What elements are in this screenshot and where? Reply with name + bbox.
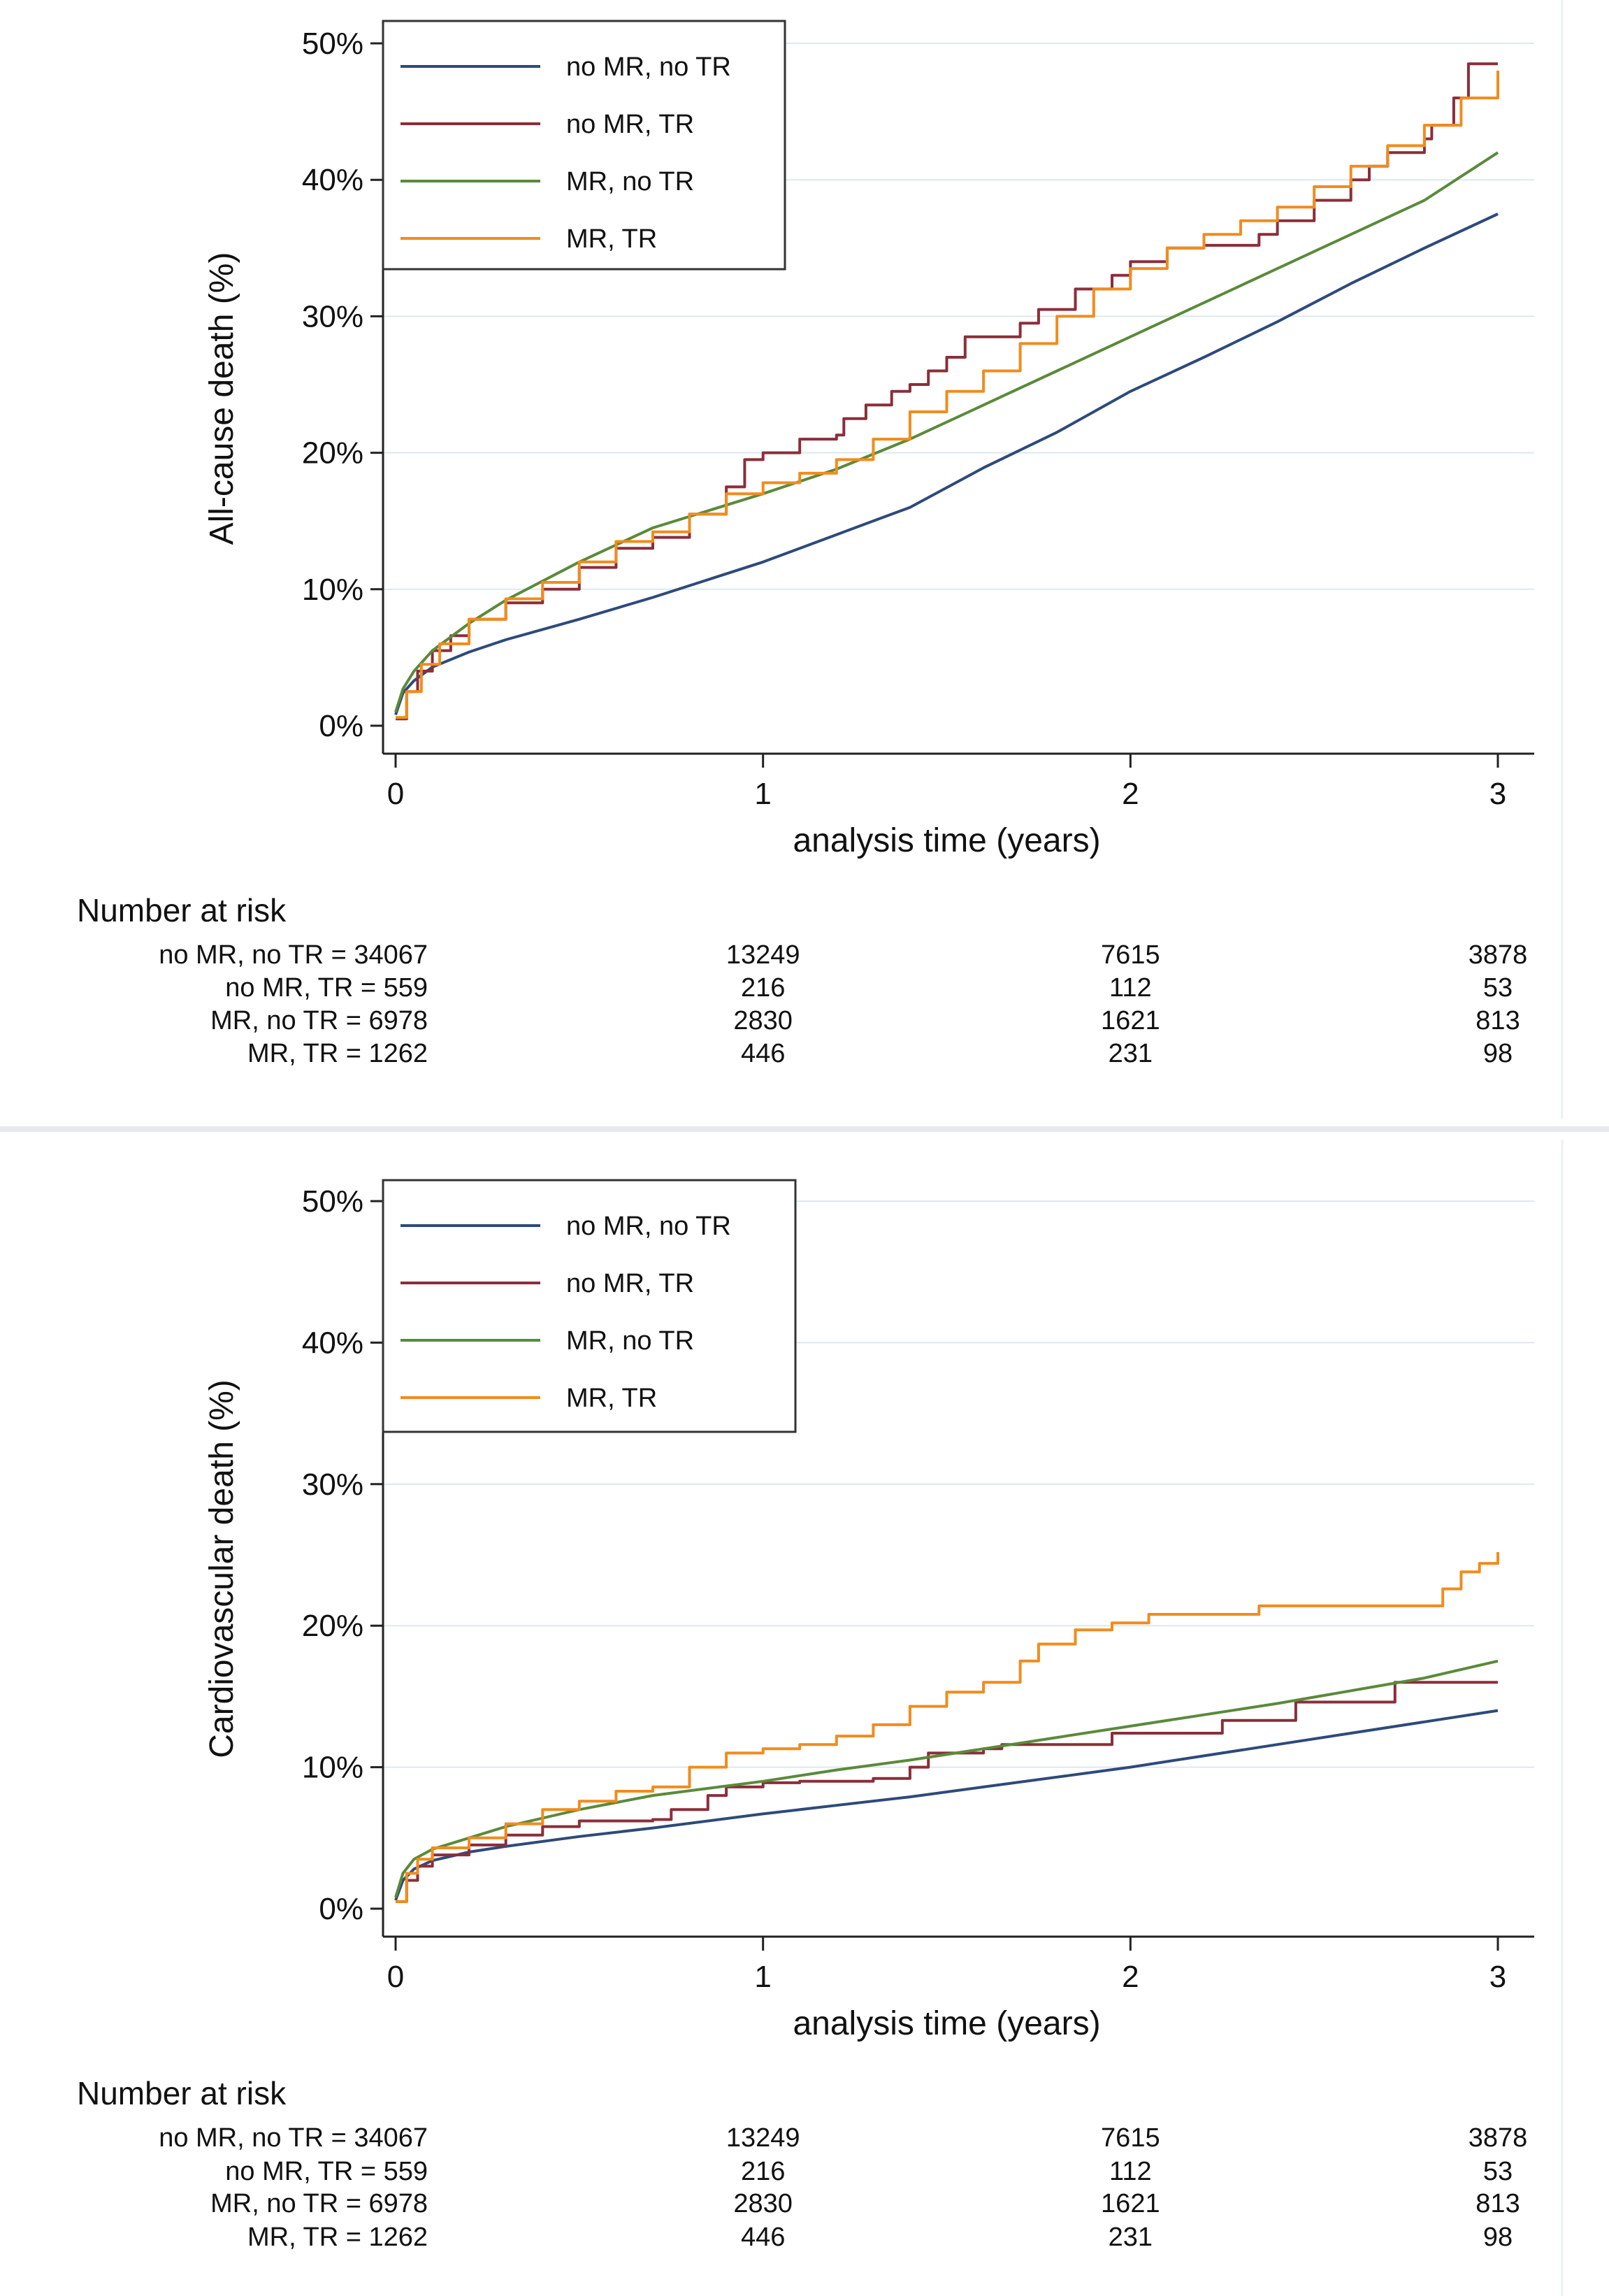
risk-value: 7615 (1101, 2123, 1160, 2153)
risk-value: 231 (1109, 1039, 1153, 1068)
y-tick-label: 10% (302, 573, 363, 607)
risk-value: 2830 (733, 1006, 793, 1035)
x-tick-label: 0 (387, 777, 404, 811)
risk-value: 13249 (726, 2123, 800, 2153)
risk-value: 53 (1483, 2157, 1513, 2186)
x-tick-label: 3 (1489, 1960, 1506, 1994)
risk-value: 216 (741, 2157, 785, 2186)
x-tick-label: 1 (754, 777, 771, 811)
x-tick-label: 3 (1489, 777, 1506, 811)
y-tick-label: 50% (302, 1184, 363, 1219)
risk-value: 446 (741, 2223, 785, 2252)
risk-value: 813 (1475, 1006, 1520, 1035)
legend-box (382, 1179, 797, 1433)
risk-value: 813 (1475, 2189, 1520, 2218)
y-axis-title: All-cause death (%) (203, 252, 240, 545)
legend-label: no MR, TR (566, 1269, 694, 1298)
series-line-mr-tr (396, 71, 1499, 719)
y-tick-label: 20% (302, 1609, 363, 1643)
series-line-mr-tr (396, 1552, 1499, 1903)
y-tick-label: 0% (319, 709, 363, 743)
legend-label: MR, TR (566, 224, 657, 254)
risk-value: 216 (741, 973, 785, 1003)
y-tick-label: 0% (319, 1892, 363, 1926)
risk-value: 112 (1109, 973, 1152, 1003)
risk-value: 3878 (1469, 940, 1528, 970)
legend-label: MR, no TR (566, 167, 694, 196)
risk-row-label: MR, TR = 1262 (247, 2223, 428, 2252)
x-tick-label: 1 (754, 1960, 771, 1994)
risk-table-title: Number at risk (77, 2075, 287, 2111)
y-tick-label: 40% (302, 163, 363, 197)
legend-label: MR, no TR (566, 1326, 694, 1356)
risk-row-label: MR, no TR = 6978 (210, 2189, 428, 2218)
x-axis-title: analysis time (years) (793, 2005, 1100, 2042)
y-tick-label: 40% (302, 1326, 363, 1360)
legend-label: no MR, no TR (566, 1212, 731, 1241)
risk-row-label: MR, TR = 1262 (247, 1039, 428, 1068)
y-tick-label: 50% (302, 27, 363, 61)
x-axis-title: analysis time (years) (793, 822, 1100, 859)
y-tick-label: 30% (302, 299, 363, 333)
legend-label: MR, TR (566, 1384, 657, 1413)
risk-value: 1621 (1101, 2189, 1160, 2218)
risk-table-title: Number at risk (77, 892, 287, 928)
legend-label: no MR, no TR (566, 52, 731, 82)
x-tick-label: 0 (387, 1960, 404, 1994)
risk-row-label: no MR, no TR = 34067 (159, 940, 428, 970)
risk-value: 98 (1483, 2223, 1513, 2252)
legend-box (382, 20, 786, 271)
y-tick-label: 30% (302, 1468, 363, 1502)
risk-value: 98 (1483, 1039, 1513, 1068)
risk-row-label: no MR, TR = 559 (225, 973, 428, 1003)
risk-value: 112 (1109, 2157, 1152, 2186)
risk-row-label: no MR, no TR = 34067 (159, 2123, 428, 2153)
risk-value: 13249 (726, 940, 800, 970)
risk-value: 7615 (1101, 940, 1160, 970)
risk-value: 231 (1109, 2223, 1153, 2252)
risk-value: 1621 (1101, 1006, 1160, 1035)
risk-row-label: no MR, TR = 559 (225, 2157, 428, 2186)
x-tick-label: 2 (1122, 1960, 1139, 1994)
y-tick-label: 20% (302, 436, 363, 471)
y-axis-title: Cardiovascular death (%) (203, 1379, 240, 1758)
risk-value: 3878 (1469, 2123, 1528, 2153)
y-tick-label: 10% (302, 1751, 363, 1785)
x-tick-label: 2 (1122, 777, 1139, 811)
risk-value: 53 (1483, 973, 1513, 1003)
series-line-no-mr-tr (396, 1681, 1498, 1903)
legend-label: no MR, TR (566, 110, 694, 139)
risk-value: 2830 (733, 2189, 793, 2218)
risk-value: 446 (741, 1039, 785, 1068)
risk-row-label: MR, no TR = 6978 (210, 1006, 428, 1035)
